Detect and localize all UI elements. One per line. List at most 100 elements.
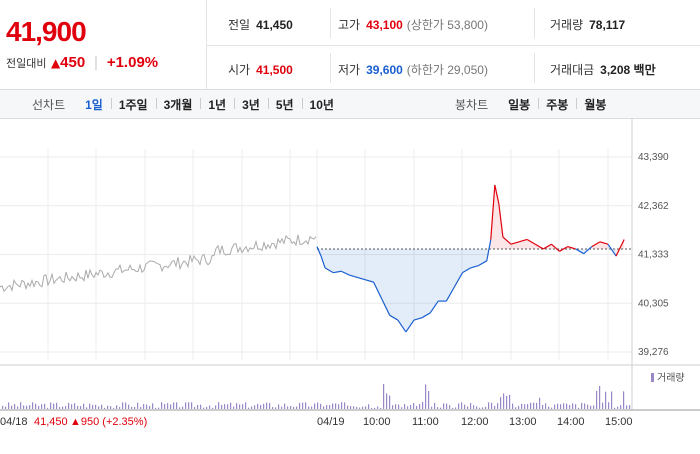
y-tick-label: 42,362 bbox=[638, 201, 669, 212]
volume-bar bbox=[494, 405, 496, 409]
price-segment bbox=[389, 314, 399, 321]
volume-bar bbox=[581, 402, 583, 409]
tab-3y[interactable]: 3년 bbox=[234, 96, 268, 113]
volume-bars bbox=[2, 383, 631, 409]
area-segment bbox=[502, 237, 511, 249]
volume-bar bbox=[356, 406, 358, 409]
volume-bar bbox=[386, 393, 388, 409]
trade-amount: 거래대금 3,208 백만 bbox=[550, 63, 656, 77]
volume-bar bbox=[377, 406, 379, 409]
volume-bar bbox=[176, 402, 178, 409]
price-segment bbox=[373, 281, 383, 299]
volume-bar bbox=[368, 404, 370, 409]
volume-bar bbox=[59, 407, 61, 409]
volume-bar bbox=[359, 407, 361, 409]
prev-day-line bbox=[0, 234, 632, 293]
volume-bar bbox=[524, 404, 526, 409]
area-segment bbox=[527, 239, 536, 249]
volume-bar bbox=[77, 405, 79, 409]
volume-bar bbox=[569, 405, 571, 409]
volume-bar bbox=[347, 405, 349, 409]
tab-daily[interactable]: 일봉 bbox=[508, 98, 531, 112]
volume-bar bbox=[410, 404, 412, 409]
volume-bar bbox=[611, 391, 613, 409]
tab-1y[interactable]: 1년 bbox=[200, 96, 234, 113]
volume-bar bbox=[353, 406, 355, 409]
volume-bar bbox=[485, 406, 487, 409]
divider bbox=[330, 8, 331, 38]
volume-bar bbox=[431, 406, 433, 409]
price-segment bbox=[413, 317, 423, 321]
volume-bar bbox=[608, 402, 610, 409]
chart-grid bbox=[0, 119, 633, 410]
volume-bar bbox=[152, 403, 154, 409]
tab-weekly[interactable]: 주봉 bbox=[538, 96, 576, 113]
volume-bar bbox=[509, 394, 511, 409]
tab-1w[interactable]: 1주일 bbox=[110, 96, 156, 113]
volume-bar bbox=[335, 403, 337, 409]
volume-bar bbox=[239, 404, 241, 409]
area-segment bbox=[422, 248, 431, 318]
tab-monthly[interactable]: 월봉 bbox=[576, 96, 614, 113]
volume-bar bbox=[512, 403, 514, 409]
volume-bar bbox=[185, 402, 187, 409]
divider: | bbox=[93, 55, 99, 71]
change-row: 전일대비 ▲450 | +1.09% bbox=[6, 54, 158, 71]
area-segment bbox=[381, 248, 390, 316]
volume-bar bbox=[407, 406, 409, 409]
volume-bar bbox=[311, 406, 313, 409]
volume-bar bbox=[503, 393, 505, 409]
volume-bar bbox=[278, 404, 280, 409]
volume-bar bbox=[116, 405, 118, 409]
volume-bar bbox=[110, 406, 112, 409]
price-segment bbox=[333, 270, 342, 274]
volume-bar bbox=[182, 406, 184, 409]
volume-bar bbox=[89, 403, 91, 409]
volume-bar bbox=[515, 407, 517, 409]
price-segment bbox=[567, 246, 576, 250]
volume-bar bbox=[104, 407, 106, 409]
volume-bar bbox=[299, 402, 301, 409]
tab-1d[interactable]: 1일 bbox=[85, 98, 103, 112]
price-segment bbox=[575, 248, 585, 255]
price-segment bbox=[316, 246, 322, 257]
volume-bar bbox=[92, 404, 94, 409]
volume-bar bbox=[590, 405, 592, 409]
y-axis: 43,390 42,362 41,333 40,305 39,276 bbox=[638, 152, 669, 358]
volume-bar bbox=[65, 406, 67, 409]
area-segment bbox=[389, 248, 398, 321]
price-segment bbox=[607, 243, 617, 257]
volume-bar bbox=[134, 406, 136, 409]
price-segment bbox=[591, 241, 601, 248]
volume-bar bbox=[215, 405, 217, 409]
volume-bar bbox=[617, 406, 619, 409]
x-tick-label: 10:00 bbox=[363, 416, 391, 428]
price-segment bbox=[494, 184, 500, 205]
current-price: 41,900 bbox=[6, 16, 87, 47]
price-segment bbox=[478, 260, 488, 267]
volume-bar bbox=[587, 404, 589, 409]
volume-bar bbox=[155, 407, 157, 409]
candle-chart-title: 봉차트 bbox=[455, 98, 489, 112]
prev-day-series bbox=[0, 234, 317, 293]
today-area bbox=[317, 184, 625, 332]
tab-10y[interactable]: 10년 bbox=[301, 96, 342, 113]
price-segment bbox=[543, 243, 552, 250]
divider bbox=[207, 45, 700, 46]
volume-bar bbox=[464, 404, 466, 409]
volume-bar bbox=[350, 406, 352, 409]
volume-bar bbox=[533, 402, 535, 409]
volume-bar bbox=[14, 404, 16, 409]
price-segment bbox=[340, 270, 350, 276]
tab-5y[interactable]: 5년 bbox=[267, 96, 302, 113]
volume-bar bbox=[449, 405, 451, 409]
volume-bar bbox=[221, 405, 223, 409]
tab-3m[interactable]: 3개월 bbox=[155, 96, 201, 113]
price-segment bbox=[405, 319, 415, 333]
volume-bar bbox=[29, 405, 31, 409]
volume-bar bbox=[302, 402, 304, 409]
volume-bar bbox=[452, 407, 454, 409]
volume-bar bbox=[11, 405, 13, 409]
volume-bar bbox=[248, 407, 250, 409]
low-price: 저가 39,600 (하한가 29,050) bbox=[338, 63, 488, 77]
